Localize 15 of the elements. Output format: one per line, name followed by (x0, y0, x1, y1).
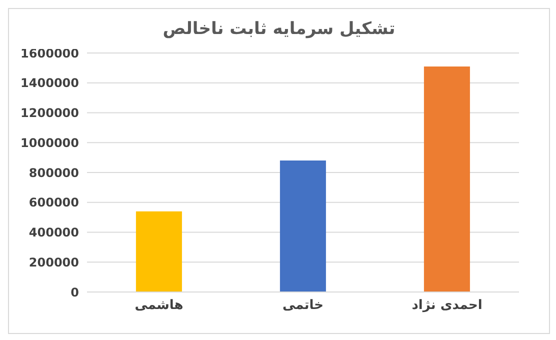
x-tick-label: خاتمی (282, 298, 324, 314)
y-tick-label: 1200000 (20, 106, 79, 120)
y-tick-label: 800000 (28, 166, 79, 180)
bar (424, 66, 470, 292)
y-tick-label: 1400000 (20, 76, 79, 90)
y-tick-label: 200000 (28, 255, 79, 270)
x-tick-label: هاشمی (134, 298, 184, 314)
x-tick-label: احمدی نژاد (412, 298, 482, 314)
y-tick-label: 400000 (28, 226, 79, 240)
bar (136, 211, 182, 292)
y-tick-label: 1000000 (20, 136, 79, 150)
y-tick-label: 600000 (28, 196, 79, 210)
y-tick-label: 0 (70, 285, 79, 300)
bar (280, 160, 326, 292)
chart-title: تشکیل سرمایه ثابت ناخالص (162, 19, 396, 39)
